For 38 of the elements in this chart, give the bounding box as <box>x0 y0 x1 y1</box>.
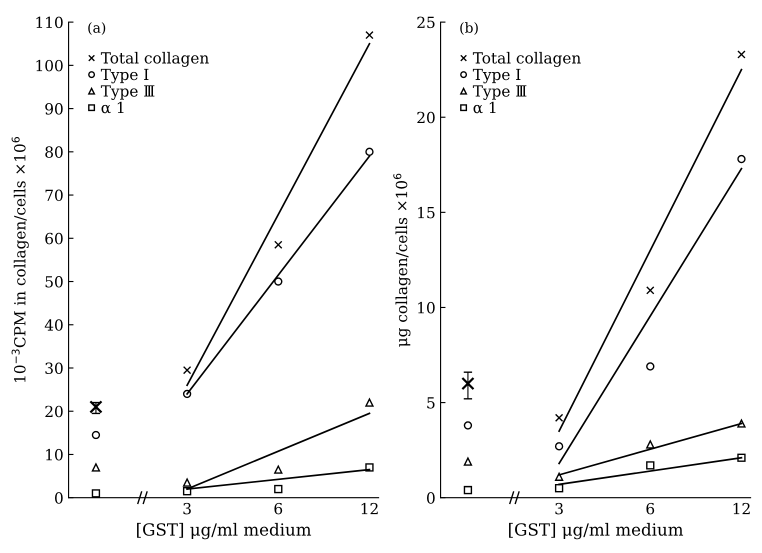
x-tick-label: 6 <box>274 502 282 514</box>
chart-title: (b) <box>460 22 478 35</box>
x-axis-title: [GST] μg/ml medium <box>137 522 312 540</box>
x-tick-label: 3 <box>183 502 191 514</box>
y-tick-label: 20 <box>417 112 435 124</box>
y-tick-label: 50 <box>46 276 63 288</box>
y-tick-label: 5 <box>427 397 435 409</box>
y-tick-label: 0 <box>55 492 63 504</box>
x-tick-label: 3 <box>555 502 563 514</box>
y-tick-label: 110 <box>36 16 63 28</box>
y-tick-label: 15 <box>418 206 435 218</box>
y-tick-label: 80 <box>45 146 63 158</box>
y-tick-label: 10 <box>418 302 435 314</box>
y-tick-label: 25 <box>417 16 435 28</box>
chart-title: (a) <box>88 22 106 35</box>
y-axis-title: μg collagen/cells ×10$^{6}$ <box>393 174 410 347</box>
y-axis-title: 10$^{−3}$CPM in collagen/cells ×10$^{6}$ <box>12 137 29 382</box>
legend-label: Type Ⅲ <box>100 85 154 100</box>
y-tick-label: 10 <box>46 448 63 460</box>
x-tick-label: 12 <box>362 502 378 514</box>
x-axis-title: [GST] μg/ml medium <box>509 522 684 540</box>
x-tick-label: 12 <box>734 502 750 514</box>
legend-label: Total collagen <box>100 52 209 67</box>
y-tick-label: 90 <box>45 103 63 115</box>
y-tick-label: 70 <box>46 190 63 202</box>
legend-label: Total collagen <box>472 52 581 67</box>
legend-label: Type Ⅰ <box>100 68 148 84</box>
legend-label: Type Ⅲ <box>472 85 526 100</box>
y-tick-label: 100 <box>36 60 63 72</box>
legend-label: α 1 <box>474 102 496 114</box>
y-tick-label: 20 <box>45 406 63 418</box>
y-tick-label: 30 <box>45 362 63 374</box>
y-tick-label: 60 <box>45 232 63 244</box>
legend-label: α 1 <box>102 102 124 114</box>
x-tick-label: 6 <box>646 502 654 514</box>
y-tick-label: 0 <box>427 492 435 504</box>
y-tick-label: 40 <box>44 319 63 331</box>
legend-label: Type Ⅰ <box>472 68 520 84</box>
